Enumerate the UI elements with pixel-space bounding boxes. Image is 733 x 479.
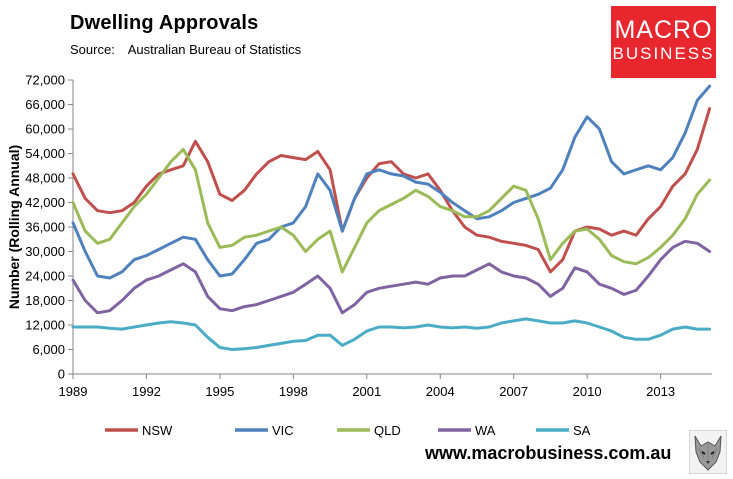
x-tick-label: 1992 [132,384,161,399]
y-tick-label: 54,000 [25,146,65,161]
y-tick-label: 30,000 [25,244,65,259]
y-tick-label: 12,000 [25,318,65,333]
y-tick-label: 66,000 [25,97,65,112]
y-tick-label: 60,000 [25,122,65,137]
x-tick-label: 1998 [279,384,308,399]
source-line: Source: Australian Bureau of Statistics [70,42,301,57]
x-tick-label: 1995 [205,384,234,399]
series-line-sa [71,317,712,351]
y-tick-label: 42,000 [25,195,65,210]
y-tick-label: 24,000 [25,269,65,284]
series-line-qld [71,147,712,274]
legend-label-vic: VIC [272,423,294,438]
wolf-icon [689,430,727,474]
chart-axes: 0 6,000 12,000 18,000 24,000 30,000 36,000 42,0… [6,73,712,399]
series-line-nsw [71,107,712,274]
x-tick-label: 2010 [573,384,602,399]
footer-url[interactable]: www.macrobusiness.com.au [425,443,672,463]
legend-label-nsw: NSW [142,423,173,438]
series-line-wa [71,239,712,315]
y-tick-label: 18,000 [25,293,65,308]
logo-line-1: MACRO [614,16,713,44]
y-tick-label: 6,000 [32,342,65,357]
x-tick-label: 2013 [646,384,675,399]
y-tick-label: 36,000 [25,220,65,235]
x-tick-label: 2001 [352,384,381,399]
y-tick-label: 48,000 [25,171,65,186]
legend-label-wa: WA [475,423,496,438]
x-tick-label: 2004 [426,384,455,399]
legend-label-qld: QLD [374,423,401,438]
page-title: Dwelling Approvals [70,12,259,34]
macrobusiness-logo: MACRO BUSINESS [611,6,716,78]
x-tick-label: 1989 [59,384,88,399]
source-value: Australian Bureau of Statistics [127,42,302,57]
legend-label-sa: SA [573,423,591,438]
chart-legend: NSW VIC QLD WA SA [105,423,591,438]
y-axis-title: Number (Rolling Annual) [6,145,22,309]
y-tick-label: 0 [58,367,65,382]
y-tick-label: 72,000 [25,73,65,88]
logo-line-2: BUSINESS [612,44,715,63]
x-tick-label: 2007 [499,384,528,399]
chart-series [71,84,712,351]
source-label: Source: [70,42,115,57]
series-line-vic [71,84,712,280]
